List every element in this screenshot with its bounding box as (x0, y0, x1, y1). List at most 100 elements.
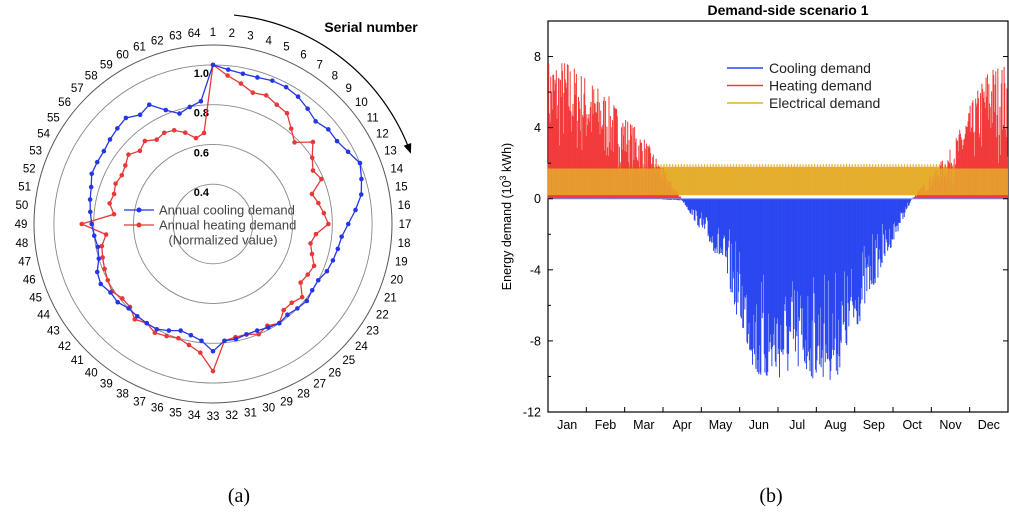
serial-label: 31 (244, 407, 257, 419)
data-point (146, 102, 152, 108)
data-point (256, 331, 261, 337)
data-point (123, 115, 129, 121)
data-point (100, 255, 105, 260)
data-point (132, 317, 138, 322)
data-point (176, 335, 181, 341)
serial-label: 15 (395, 182, 408, 194)
data-point (310, 168, 316, 173)
y-tick-label: 0 (534, 192, 541, 206)
data-point (115, 299, 120, 305)
serial-label: 27 (313, 379, 326, 391)
data-point (101, 148, 107, 154)
y-tick-label: 4 (534, 121, 541, 135)
area-chart: Demand-side scenario 1 8 4 0 -4 -8 -12 Jan Feb Ma… (498, 2, 1009, 432)
data-point (198, 98, 204, 104)
serial-label: 59 (100, 59, 113, 71)
serial-label: 7 (316, 59, 322, 71)
legend-marker (136, 207, 142, 213)
data-point (309, 155, 315, 161)
data-point (107, 137, 113, 142)
serial-label: 18 (398, 238, 411, 250)
data-point (89, 221, 94, 227)
serial-label: 17 (399, 219, 412, 231)
data-point (123, 163, 128, 168)
data-point (142, 138, 148, 144)
serial-label: 46 (23, 275, 36, 287)
serial-label: 13 (384, 146, 397, 158)
data-point (166, 328, 172, 333)
data-point (289, 300, 295, 306)
data-point (126, 306, 131, 311)
serial-label: 9 (346, 83, 352, 95)
legend-entry: Heating demand (769, 78, 872, 94)
x-tick-label: Mar (633, 418, 655, 432)
data-point (244, 332, 249, 337)
serial-label: 43 (47, 326, 60, 338)
data-point (266, 325, 271, 330)
data-point (210, 368, 216, 374)
data-point (339, 234, 344, 239)
serial-label: 42 (58, 341, 71, 353)
outer-circle (33, 44, 393, 404)
data-point (164, 333, 169, 339)
serial-label: 26 (328, 367, 341, 379)
x-tick-label: Feb (595, 418, 617, 432)
data-point (91, 233, 97, 238)
data-point (308, 241, 313, 246)
serial-label: 11 (367, 112, 379, 124)
serial-label: 20 (390, 275, 403, 287)
data-point (313, 231, 319, 237)
polar-chart: 0.40.60.81.01 2 3 4567891011121314151617181… (15, 14, 418, 423)
data-point (111, 211, 117, 217)
y-tick-label: -8 (530, 334, 541, 348)
data-point (305, 272, 311, 277)
serial-label: 53 (29, 146, 42, 158)
direction-arrowhead (403, 142, 412, 154)
serial-label: 36 (151, 403, 164, 415)
serial-label: 54 (37, 128, 50, 140)
data-point (210, 348, 216, 354)
data-point (108, 290, 113, 295)
data-point (201, 130, 207, 136)
y-tick-label: -4 (530, 263, 541, 277)
x-tick-label: Apr (672, 418, 691, 432)
data-point (276, 320, 282, 326)
data-point (182, 130, 188, 135)
data-point (326, 221, 331, 227)
data-point (238, 81, 244, 86)
serial-label: 21 (384, 292, 397, 304)
data-point (326, 127, 331, 132)
data-point (309, 251, 315, 257)
data-point (334, 138, 340, 144)
serial-label: 37 (133, 396, 146, 408)
serial-label: 55 (47, 112, 60, 124)
serial-label: 47 (18, 256, 31, 268)
data-point (199, 338, 204, 344)
serial-label: 23 (366, 326, 379, 338)
data-point (154, 326, 160, 332)
serial-label: 35 (169, 407, 182, 419)
serial-label: 41 (71, 355, 84, 367)
data-point (79, 221, 85, 227)
data-point (315, 277, 321, 283)
serial-label: 38 (116, 388, 129, 400)
serial-label: 10 (355, 97, 368, 109)
data-point (225, 73, 230, 78)
serial-label: 63 (169, 31, 182, 43)
serial-label: 58 (85, 71, 98, 83)
data-point (281, 307, 286, 313)
data-point (254, 328, 260, 333)
direction-label: Serial number (324, 19, 418, 35)
serial-label: 49 (15, 219, 28, 231)
data-point (295, 306, 300, 311)
data-point (113, 181, 118, 186)
data-point (178, 328, 183, 333)
x-tick-label: May (709, 418, 733, 432)
data-point (99, 243, 105, 249)
serial-label: 1 (210, 27, 216, 39)
data-point (144, 320, 150, 326)
serial-label: 39 (100, 379, 113, 391)
data-point (102, 266, 107, 272)
data-point (319, 176, 324, 182)
serial-label: 40 (85, 367, 98, 379)
